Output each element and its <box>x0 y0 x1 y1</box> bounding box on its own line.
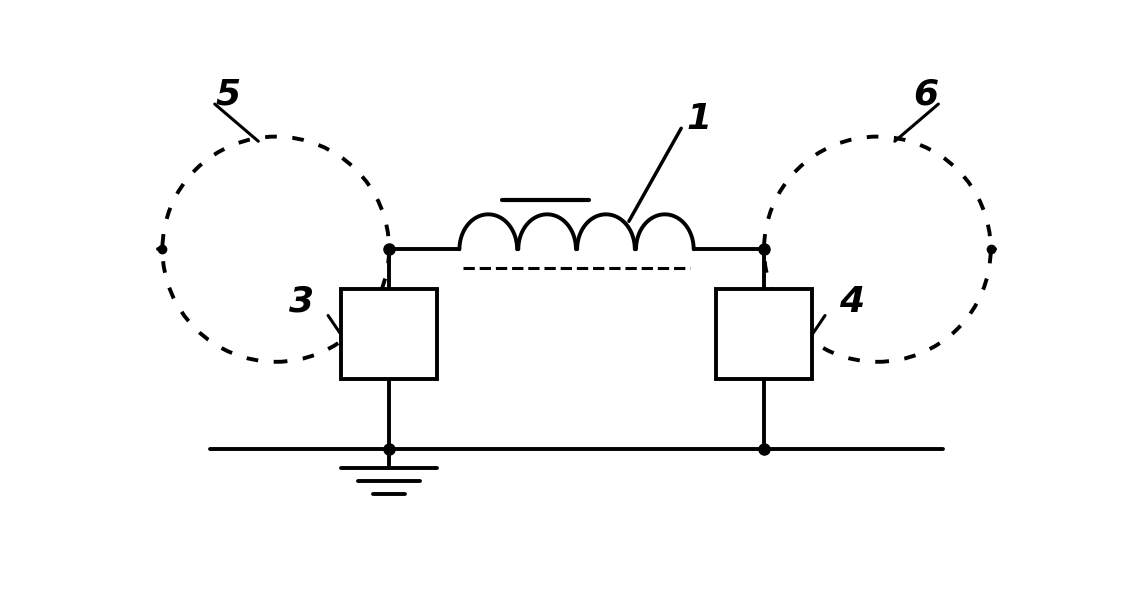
Text: 1: 1 <box>686 102 711 136</box>
Text: 6: 6 <box>912 78 938 112</box>
Text: 4: 4 <box>838 284 864 318</box>
Bar <box>341 289 436 379</box>
Text: 5: 5 <box>215 78 241 112</box>
Bar <box>716 289 812 379</box>
Text: 3: 3 <box>289 284 315 318</box>
